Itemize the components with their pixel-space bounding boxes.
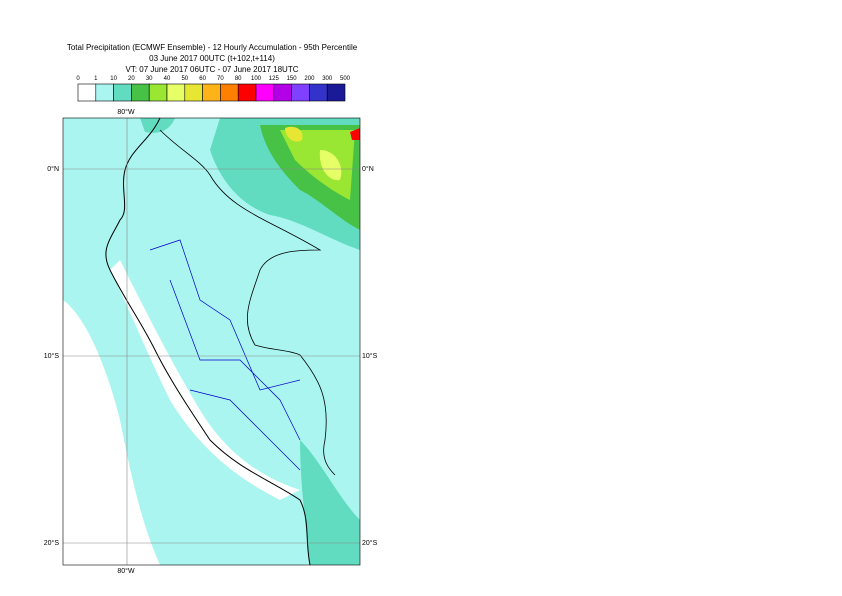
- dry-area: [110, 260, 300, 500]
- valid-time: VT: 07 June 2017 06UTC - 07 June 2017 18…: [126, 65, 299, 74]
- colorbar-label: 30: [146, 76, 153, 82]
- lat-label: 20°S: [362, 539, 378, 547]
- colorbar-box: [237, 83, 257, 102]
- colorbar-label: 70: [217, 76, 224, 82]
- colorbar-label: 80: [235, 76, 242, 82]
- map: [63, 118, 360, 565]
- colorbar-label: 500: [340, 76, 351, 82]
- colorbar-label: 20: [128, 76, 135, 82]
- map-frame: [62, 117, 361, 566]
- dry-area: [63, 300, 160, 565]
- rain-area: [140, 118, 175, 133]
- colorbar-box: [291, 83, 310, 102]
- colorbar-box: [220, 83, 239, 102]
- colorbar-box: [184, 83, 203, 102]
- colorbar-box: [113, 83, 132, 102]
- colorbar-box: [273, 83, 292, 102]
- colorbar-box: [309, 83, 328, 102]
- title: Total Precipitation (ECMWF Ensemble) - 1…: [67, 43, 358, 52]
- colorbar-label: 200: [304, 76, 315, 82]
- rain-area: [280, 130, 355, 200]
- coastline: [105, 118, 311, 565]
- colorbar-box: [95, 83, 114, 102]
- colorbar-label: 125: [269, 76, 280, 82]
- colorbar-label: 0: [76, 76, 80, 82]
- colorbar-label: 50: [181, 76, 188, 82]
- colorbar-box: [148, 83, 168, 102]
- lat-label: 10°S: [44, 352, 60, 360]
- colorbar: 0 1 10 20 30 40 50 60 70 80 100 125 150 200 300 500: [76, 76, 351, 102]
- colorbar-label: 60: [199, 76, 206, 82]
- colorbar-label: 1: [94, 76, 98, 82]
- lon-label: 80°W: [117, 108, 135, 116]
- colorbar-label: 40: [164, 76, 171, 82]
- region-borders: [149, 239, 301, 471]
- rain-area: [285, 126, 303, 142]
- colorbar-box: [202, 83, 221, 102]
- base-time: 03 June 2017 00UTC (t+102,t+114): [149, 54, 275, 63]
- lat-label: 20°S: [44, 539, 60, 547]
- rain-area: [319, 150, 342, 181]
- colorbar-label: 100: [251, 76, 262, 82]
- graticule: [63, 118, 360, 565]
- colorbar-box: [77, 83, 97, 102]
- colorbar-label: 150: [287, 76, 298, 82]
- rain-area: [350, 128, 360, 140]
- colorbar-label: 300: [322, 76, 333, 82]
- lon-label: 80°W: [117, 567, 135, 575]
- lat-label: 0°N: [362, 165, 374, 173]
- lat-label: 10°S: [362, 352, 378, 360]
- colorbar-box: [255, 83, 275, 102]
- colorbar-box: [326, 83, 346, 102]
- lat-label: 0°N: [47, 165, 59, 173]
- rain-area: [300, 440, 360, 565]
- colorbar-label: 10: [110, 76, 117, 82]
- border: [159, 129, 336, 476]
- colorbar-box: [166, 83, 186, 102]
- colorbar-box: [131, 83, 150, 102]
